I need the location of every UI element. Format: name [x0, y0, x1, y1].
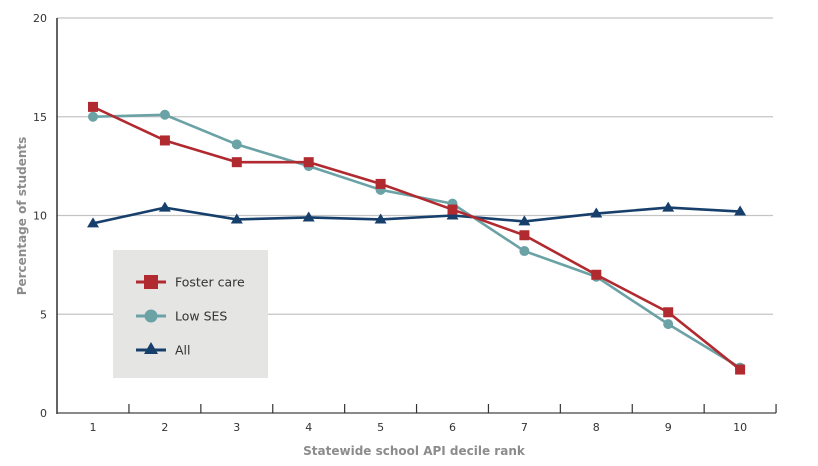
series-foster-care — [88, 101, 746, 375]
legend-item-foster-care: Foster care — [136, 275, 245, 290]
series-all — [87, 201, 747, 228]
data-point-foster-care — [447, 204, 458, 215]
legend-square-icon — [144, 275, 158, 289]
data-point-foster-care — [303, 157, 314, 168]
data-point-all — [374, 213, 387, 224]
x-tick-label: 8 — [593, 421, 600, 434]
data-point-all — [590, 207, 603, 218]
legend-item-all: All — [136, 342, 191, 358]
y-tick-labels: 0 5 10 15 20 — [33, 12, 47, 420]
data-point-all — [87, 217, 99, 228]
x-tick-labels: 1 2 3 4 5 6 7 8 9 10 — [90, 421, 748, 434]
data-point-foster-care — [88, 101, 98, 112]
legend-item-low-ses: Low SES — [136, 309, 227, 324]
x-tick-label: 9 — [665, 421, 672, 434]
x-tick-label: 6 — [449, 421, 456, 434]
data-point-foster-care — [735, 364, 746, 375]
y-tick-label: 15 — [33, 111, 47, 124]
data-point-foster-care — [663, 307, 674, 318]
x-tick-label: 10 — [733, 421, 747, 434]
data-point-foster-care — [231, 157, 242, 168]
legend-label: Foster care — [175, 275, 245, 290]
data-point-all — [158, 201, 171, 212]
y-tick-label: 10 — [33, 210, 47, 223]
data-point-foster-care — [519, 230, 530, 241]
series-layer — [87, 101, 747, 375]
data-point-foster-care — [159, 135, 170, 146]
data-point-all — [734, 205, 747, 216]
data-point-foster-care — [375, 178, 386, 189]
axes — [56, 18, 777, 414]
x-axis-title: Statewide school API decile rank — [303, 444, 526, 458]
data-point-all — [230, 213, 243, 224]
data-point-low-ses — [231, 139, 242, 150]
legend-circle-icon — [144, 309, 158, 323]
legend-label: Low SES — [175, 309, 227, 324]
y-axis-title: Percentage of students — [15, 137, 29, 296]
data-point-low-ses — [159, 109, 170, 120]
data-point-foster-care — [591, 269, 602, 280]
data-point-all — [518, 215, 531, 226]
data-point-all — [302, 211, 315, 222]
y-tick-label: 0 — [40, 407, 47, 420]
legend-label: All — [175, 343, 191, 358]
series-line-all — [92, 206, 741, 225]
x-tick-label: 1 — [90, 421, 97, 434]
x-tick-label: 7 — [521, 421, 528, 434]
data-point-all — [662, 201, 675, 212]
data-point-low-ses — [663, 319, 674, 330]
legend-box — [113, 250, 268, 378]
series-line-foster-care — [92, 105, 741, 371]
legend-triangle-icon — [144, 342, 158, 354]
x-tick-label: 4 — [305, 421, 312, 434]
x-tick-label: 2 — [161, 421, 168, 434]
legend: Foster care Low SES All — [136, 275, 245, 358]
x-tick-label: 5 — [377, 421, 384, 434]
data-point-low-ses — [519, 246, 530, 257]
y-tick-label: 5 — [40, 308, 47, 321]
y-tick-label: 20 — [33, 12, 47, 25]
data-point-low-ses — [88, 111, 98, 122]
x-tick-label: 3 — [233, 421, 240, 434]
